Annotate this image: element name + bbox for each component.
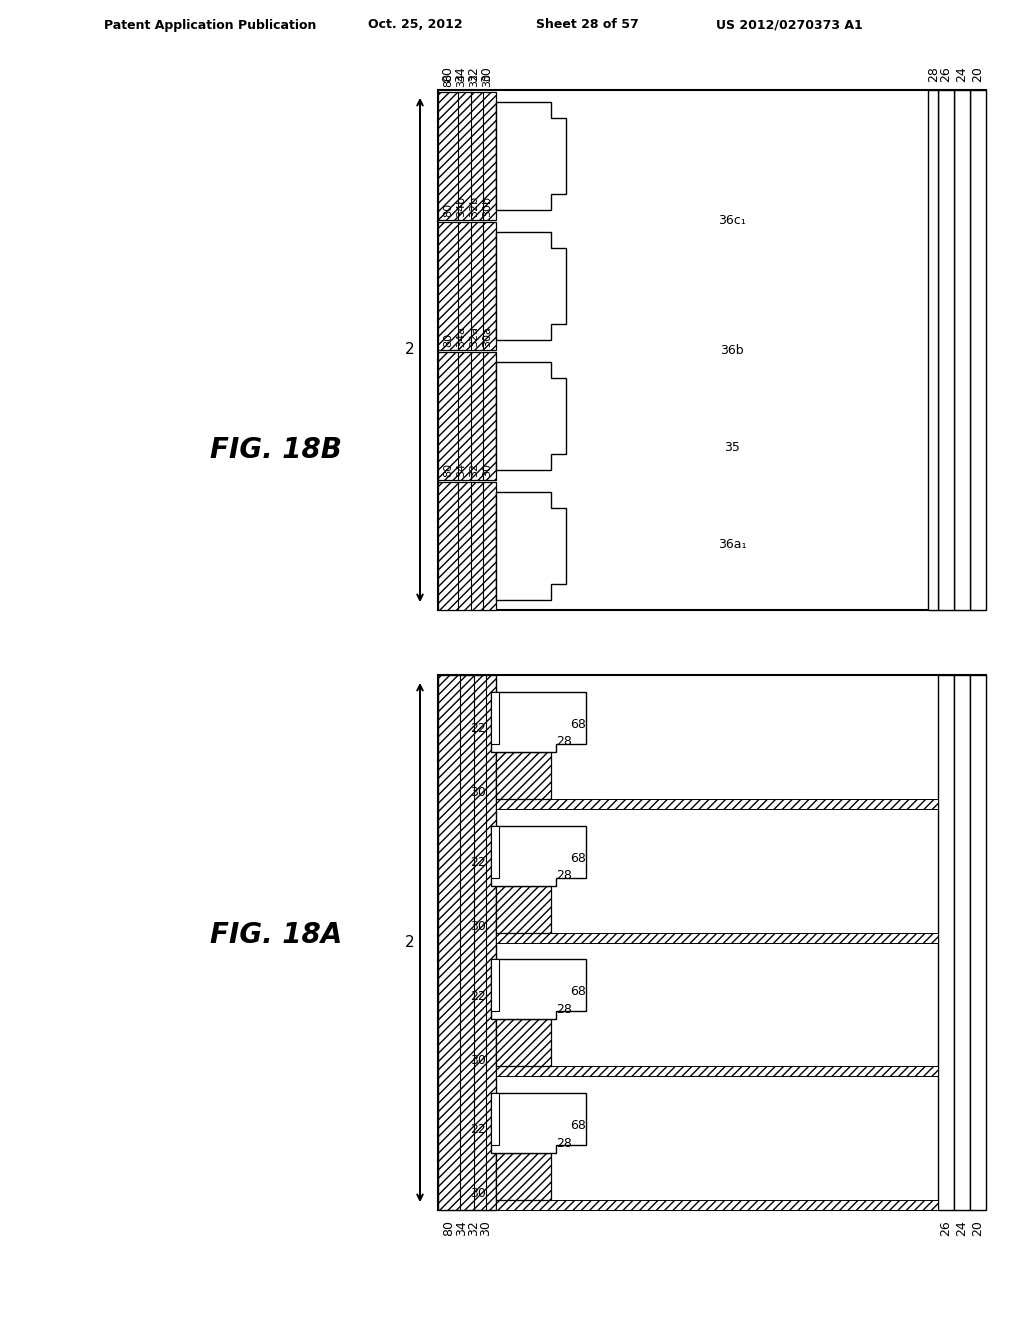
Text: 80: 80: [441, 66, 455, 82]
Text: 36a₁: 36a₁: [718, 539, 746, 552]
Bar: [496, 1019, 551, 1067]
Text: 80: 80: [443, 73, 453, 87]
Text: 30a: 30a: [482, 326, 492, 347]
Text: 80: 80: [443, 463, 453, 477]
Text: 30: 30: [470, 787, 486, 799]
Bar: [938, 90, 954, 610]
Text: 30: 30: [480, 66, 494, 82]
Text: 30: 30: [482, 463, 492, 477]
Text: 36b: 36b: [721, 343, 744, 356]
Text: 22: 22: [470, 855, 486, 869]
Bar: [438, 222, 496, 350]
Text: 30: 30: [470, 1053, 486, 1067]
Polygon shape: [496, 232, 566, 339]
Text: 32a: 32a: [469, 326, 479, 347]
Polygon shape: [496, 492, 566, 599]
Text: 26: 26: [939, 66, 952, 82]
Text: 68: 68: [570, 851, 586, 865]
Text: 35: 35: [724, 441, 740, 454]
Text: 28: 28: [927, 66, 940, 82]
Text: 28: 28: [556, 735, 572, 748]
Text: 80: 80: [442, 1220, 456, 1236]
Text: US 2012/0270373 A1: US 2012/0270373 A1: [716, 18, 863, 32]
Bar: [496, 752, 551, 799]
Text: 30b: 30b: [482, 195, 492, 216]
Polygon shape: [490, 960, 586, 1019]
Text: 32: 32: [469, 463, 479, 477]
Bar: [438, 352, 496, 480]
Bar: [970, 675, 986, 1210]
Text: 28: 28: [556, 1003, 572, 1016]
Text: 32: 32: [469, 73, 479, 87]
Text: 34a: 34a: [456, 326, 466, 347]
Text: 34: 34: [455, 66, 468, 82]
Polygon shape: [490, 692, 499, 744]
Polygon shape: [490, 825, 586, 886]
Text: 20: 20: [972, 66, 984, 82]
Bar: [438, 92, 496, 220]
Text: Sheet 28 of 57: Sheet 28 of 57: [536, 18, 639, 32]
Bar: [496, 932, 938, 942]
Text: 20: 20: [972, 1220, 984, 1236]
Bar: [929, 90, 938, 610]
Text: 24: 24: [955, 66, 969, 82]
Text: 34: 34: [456, 1220, 469, 1236]
Text: 2: 2: [406, 935, 415, 950]
Text: 34: 34: [456, 463, 466, 477]
Text: 36c₁: 36c₁: [718, 214, 746, 227]
Polygon shape: [496, 102, 566, 210]
Text: 68: 68: [570, 986, 586, 998]
Bar: [438, 90, 986, 610]
Text: 22: 22: [470, 722, 486, 735]
Polygon shape: [490, 960, 499, 1011]
Text: 24: 24: [955, 1220, 969, 1236]
Text: Patent Application Publication: Patent Application Publication: [104, 18, 316, 32]
Bar: [438, 675, 986, 1210]
Text: 30: 30: [479, 1220, 493, 1236]
Bar: [954, 675, 970, 1210]
Text: 34: 34: [456, 73, 466, 87]
Text: 26: 26: [939, 1220, 952, 1236]
Text: Oct. 25, 2012: Oct. 25, 2012: [368, 18, 463, 32]
Bar: [438, 482, 496, 610]
Bar: [970, 90, 986, 610]
Bar: [938, 675, 954, 1210]
Bar: [496, 1067, 938, 1076]
Text: 68: 68: [570, 1119, 586, 1133]
Text: 34b: 34b: [456, 195, 466, 216]
Text: 30: 30: [470, 1188, 486, 1200]
Text: 28: 28: [556, 1137, 572, 1150]
Bar: [496, 799, 938, 809]
Text: 28: 28: [556, 869, 572, 882]
Text: FIG. 18A: FIG. 18A: [210, 921, 342, 949]
Text: 30: 30: [482, 73, 492, 87]
Text: 32b: 32b: [469, 195, 479, 216]
Text: 80: 80: [443, 333, 453, 347]
Polygon shape: [496, 362, 566, 470]
Text: 68: 68: [570, 718, 586, 731]
Text: 32: 32: [468, 66, 480, 82]
Text: 80: 80: [443, 203, 453, 216]
Text: 22: 22: [470, 1123, 486, 1137]
Polygon shape: [490, 692, 586, 752]
Text: 32: 32: [468, 1220, 480, 1236]
Text: 30: 30: [470, 920, 486, 933]
Bar: [438, 675, 496, 1210]
Text: 2: 2: [406, 342, 415, 358]
Text: 22: 22: [470, 990, 486, 1002]
Bar: [496, 886, 551, 932]
Text: FIG. 18B: FIG. 18B: [210, 436, 342, 465]
Bar: [496, 1200, 938, 1210]
Polygon shape: [490, 825, 499, 878]
Polygon shape: [490, 1093, 586, 1154]
Polygon shape: [490, 1093, 499, 1146]
Bar: [954, 90, 970, 610]
Bar: [496, 1154, 551, 1200]
